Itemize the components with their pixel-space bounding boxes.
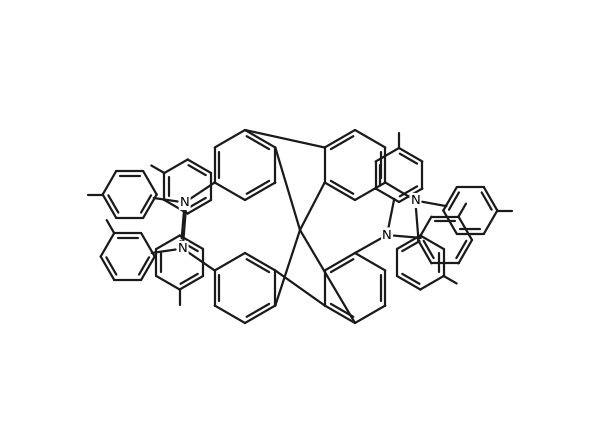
Text: N: N [382, 228, 392, 241]
Text: N: N [410, 194, 420, 207]
Text: N: N [178, 242, 188, 255]
Text: N: N [180, 196, 190, 209]
